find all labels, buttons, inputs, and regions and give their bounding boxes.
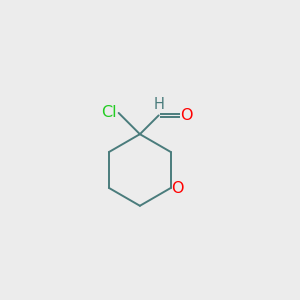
Text: O: O <box>180 108 193 123</box>
Text: Cl: Cl <box>101 105 116 120</box>
Text: O: O <box>171 181 184 196</box>
Text: H: H <box>153 97 164 112</box>
